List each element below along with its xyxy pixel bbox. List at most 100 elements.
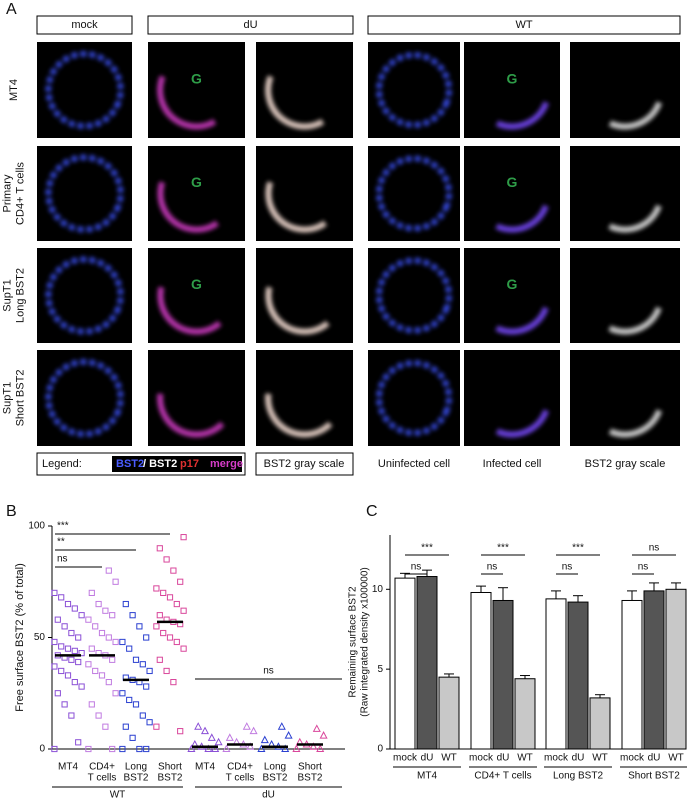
data-point: [277, 722, 286, 730]
data-point: [58, 594, 65, 601]
bar: [643, 590, 665, 750]
micrograph: [368, 350, 460, 446]
bar: [416, 576, 438, 750]
data-point: [126, 645, 133, 652]
data-point: [68, 712, 75, 719]
cell-signal: [376, 155, 452, 232]
data-point: [95, 712, 102, 719]
y-axis-label: Remaining surface BST2: [348, 586, 359, 698]
cell-marker: G: [191, 276, 202, 292]
legend-item: p17: [180, 458, 199, 470]
x-tick-label: mock: [620, 753, 645, 764]
data-point: [153, 723, 160, 730]
x-tick-label: T cells: [88, 773, 117, 784]
bar: [621, 599, 643, 750]
bar: [665, 588, 687, 750]
data-point: [211, 744, 220, 752]
micrograph: [37, 42, 132, 138]
data-point: [75, 658, 82, 666]
data-point: [105, 679, 112, 686]
cell-marker: G: [191, 174, 202, 190]
cell-signal: [157, 256, 236, 335]
x-tick-label: BST2: [297, 773, 322, 784]
x-tick-label: MT4: [195, 762, 215, 773]
data-point: [64, 672, 72, 679]
bar: [438, 676, 460, 750]
data-point: [177, 578, 184, 585]
data-point: [246, 742, 255, 750]
data-point: [180, 534, 187, 541]
data-point: [92, 667, 99, 675]
data-point: [51, 745, 58, 753]
data-point: [214, 737, 223, 746]
y-tick-label: 5: [377, 664, 383, 675]
data-point: [316, 744, 325, 752]
data-point: [257, 744, 266, 752]
data-point: [88, 589, 95, 596]
data-point: [54, 690, 61, 697]
significance-label: ns: [263, 666, 274, 677]
data-point: [139, 712, 146, 719]
data-point: [102, 723, 109, 730]
x-tick-label: WT: [517, 753, 533, 764]
data-point: [160, 629, 167, 637]
panel-label: A: [6, 1, 17, 18]
caption: Uninfected cell: [378, 458, 450, 470]
row-label: Primary: [1, 174, 13, 212]
cell-signal: [472, 256, 552, 335]
x-tick-label: Short: [158, 762, 182, 773]
data-point: [109, 745, 116, 753]
row-label: SupT1: [1, 382, 13, 414]
data-point: [71, 679, 78, 686]
data-point: [71, 647, 78, 654]
data-point: [51, 663, 58, 670]
data-point: [68, 656, 75, 663]
micrograph: [148, 42, 245, 138]
data-point: [207, 733, 216, 741]
data-point: [166, 634, 174, 641]
micrograph: [368, 42, 460, 138]
micrograph: [148, 146, 245, 241]
cell-signal: [585, 154, 665, 233]
caption: BST2 gray scale: [264, 458, 345, 470]
significance-label: ns: [562, 562, 573, 573]
x-tick-label: mock: [469, 753, 494, 764]
cell-signal: [265, 256, 344, 335]
data-point: [105, 567, 112, 574]
data-point: [156, 656, 163, 663]
x-tick-label: CD4+: [227, 762, 253, 773]
data-point: [78, 683, 85, 690]
y-axis-label: Free surface BST2 (% of total): [14, 563, 26, 712]
data-point: [132, 656, 140, 663]
cell-signal: [45, 50, 124, 130]
data-point: [136, 745, 143, 753]
data-point: [109, 656, 116, 663]
cell-signal: [472, 154, 552, 233]
micrograph: [368, 146, 460, 241]
data-point: [156, 545, 163, 552]
x-tick-label: WT: [668, 753, 684, 764]
cell-signal: [45, 154, 124, 233]
cell-signal: [265, 50, 344, 130]
x-tick-label: Long: [125, 762, 147, 773]
data-point: [98, 672, 106, 679]
micrograph: [464, 350, 560, 446]
column-header-box: [147, 15, 354, 35]
significance-label: ns: [57, 554, 68, 565]
micrograph: [148, 350, 245, 446]
data-point: [136, 623, 143, 630]
x-tick-label: dU: [648, 753, 661, 764]
row-label: SupT1: [1, 279, 13, 311]
data-point: [242, 722, 251, 730]
cell-signal: [585, 358, 665, 438]
data-point: [95, 600, 102, 608]
x-tick-label: WT: [441, 753, 457, 764]
data-point: [58, 667, 65, 675]
significance-label: ***: [57, 521, 69, 532]
data-point: [249, 726, 258, 735]
micrograph: [37, 248, 132, 343]
data-point: [119, 690, 126, 697]
data-point: [312, 724, 321, 732]
caption: BST2 gray scale: [585, 458, 666, 470]
